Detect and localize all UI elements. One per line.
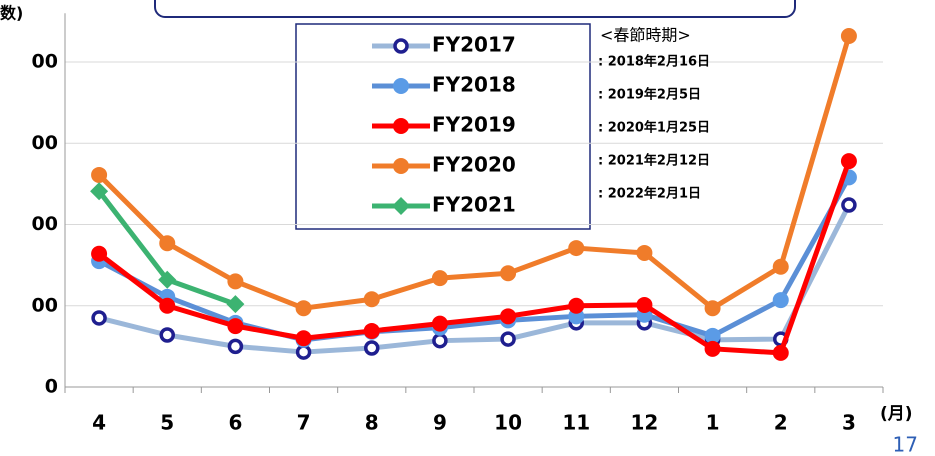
marker bbox=[227, 318, 244, 335]
page-number: 17 bbox=[893, 433, 918, 456]
marker bbox=[840, 28, 857, 44]
marker bbox=[568, 240, 585, 257]
x-tick-label: 4 bbox=[92, 411, 106, 435]
marker bbox=[159, 327, 175, 343]
x-tick-label: 12 bbox=[630, 411, 658, 435]
y-tick-label: 00 bbox=[32, 132, 58, 154]
series-line bbox=[98, 203, 852, 355]
x-tick-label: 7 bbox=[297, 411, 311, 435]
x-tick-label: 1 bbox=[706, 411, 720, 435]
marker bbox=[772, 344, 789, 361]
y-tick-label: 00 bbox=[32, 213, 58, 235]
y-tick-label: 0 bbox=[45, 376, 58, 398]
title-box bbox=[154, 0, 796, 18]
marker bbox=[90, 182, 109, 201]
x-tick-label: 11 bbox=[562, 411, 590, 435]
y-tick-label: 00 bbox=[32, 51, 58, 73]
marker bbox=[91, 310, 107, 326]
marker bbox=[295, 300, 312, 317]
annotation: : 2019年2月5日 bbox=[598, 87, 701, 103]
legend-marker bbox=[393, 78, 409, 94]
marker bbox=[363, 322, 380, 339]
legend-marker bbox=[393, 118, 409, 134]
marker bbox=[158, 270, 177, 289]
marker bbox=[227, 273, 244, 290]
y-axis-label: 数) bbox=[0, 4, 23, 23]
x-tick-label: 3 bbox=[842, 411, 856, 435]
marker bbox=[159, 297, 176, 314]
marker bbox=[432, 332, 448, 349]
x-tick-label: 9 bbox=[433, 411, 447, 435]
marker bbox=[636, 244, 653, 261]
marker bbox=[840, 153, 857, 170]
legend-label: FY2018 bbox=[432, 73, 516, 97]
legend-marker bbox=[393, 38, 409, 54]
annotation: : 2020年1月25日 bbox=[598, 120, 710, 136]
marker bbox=[704, 327, 721, 344]
marker bbox=[227, 338, 244, 355]
marker bbox=[636, 296, 653, 313]
marker bbox=[500, 331, 516, 347]
x-tick-label: 2 bbox=[774, 411, 788, 435]
x-axis-label: (月) bbox=[880, 404, 913, 424]
legend-label: FY2021 bbox=[432, 193, 516, 217]
marker bbox=[431, 270, 448, 287]
y-tick-label: 00 bbox=[32, 294, 58, 316]
marker bbox=[704, 300, 721, 317]
marker bbox=[363, 291, 380, 308]
marker bbox=[91, 166, 108, 183]
legend-label: FY2020 bbox=[432, 153, 516, 177]
marker bbox=[568, 297, 585, 314]
marker bbox=[364, 340, 380, 356]
marker bbox=[500, 308, 517, 325]
x-tick-label: 8 bbox=[365, 411, 379, 435]
legend-box bbox=[295, 23, 591, 230]
legend-label: FY2019 bbox=[432, 113, 516, 137]
marker bbox=[226, 295, 245, 314]
marker bbox=[431, 315, 448, 332]
x-tick-label: 6 bbox=[228, 411, 242, 435]
marker bbox=[841, 197, 857, 213]
legend-marker bbox=[392, 197, 410, 215]
marker bbox=[500, 265, 517, 282]
annotation: : 2022年2月1日 bbox=[598, 186, 701, 202]
series-line bbox=[97, 35, 852, 311]
annotation-title: <春節時期> bbox=[600, 26, 691, 45]
marker bbox=[91, 245, 108, 262]
marker bbox=[772, 292, 789, 309]
legend-label: FY2017 bbox=[432, 33, 516, 57]
x-tick-label: 5 bbox=[160, 411, 174, 435]
annotation: : 2018年2月16日 bbox=[598, 54, 710, 70]
marker bbox=[772, 258, 789, 275]
annotation: : 2021年2月12日 bbox=[598, 153, 710, 169]
marker bbox=[295, 330, 312, 347]
x-tick-label: 10 bbox=[494, 411, 522, 435]
series-line bbox=[97, 176, 852, 343]
series-line bbox=[97, 160, 852, 356]
legend-marker bbox=[393, 158, 409, 174]
marker bbox=[704, 340, 721, 357]
marker bbox=[159, 235, 176, 252]
